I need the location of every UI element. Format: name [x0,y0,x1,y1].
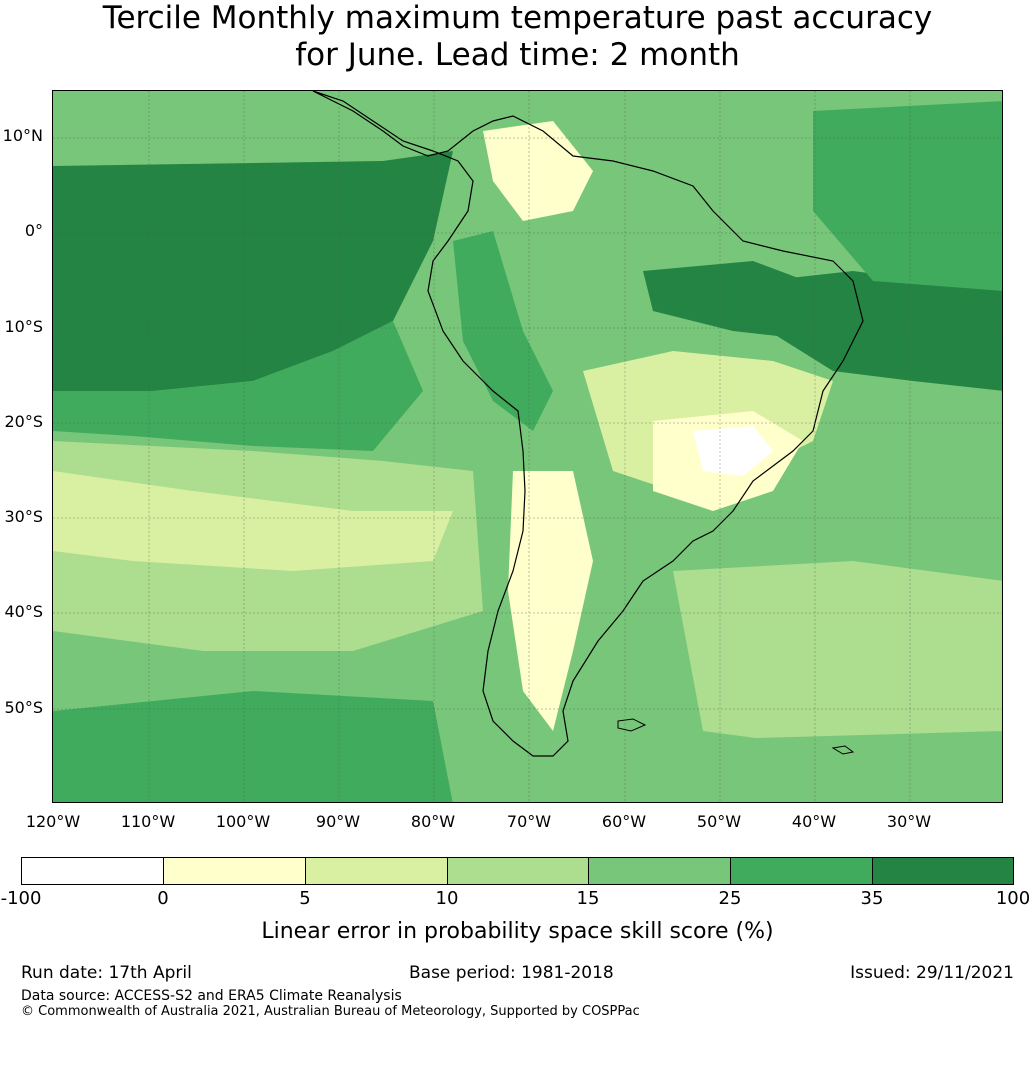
colorbar-segment-5 [589,858,731,884]
colorbar-segment-6 [731,858,873,884]
title-line-2: for June. Lead time: 2 month [295,37,740,73]
base-period: Base period: 1981-2018 [409,963,614,983]
south-georgia-island [831,745,855,755]
colorbar-tick-minus100: -100 [0,888,42,909]
chart-title: Tercile Monthly maximum temperature past… [0,0,1035,74]
colorbar [21,857,1014,885]
lat-label-40s: 40°S [4,602,43,621]
lon-label-30w: 30°W [886,812,932,831]
colorbar-segment-3 [306,858,448,884]
latitude-gridlines [53,137,1002,710]
lon-label-70w: 70°W [506,812,552,831]
far-south-atlantic [614,731,1002,802]
lon-label-110w: 110°W [120,812,176,831]
data-source: Data source: ACCESS-S2 and ERA5 Climate … [21,988,402,1004]
lat-label-20s: 20°S [4,412,43,431]
colorbar-tick-10: 10 [435,888,459,909]
lon-label-40w: 40°W [791,812,837,831]
lon-label-100w: 100°W [215,812,271,831]
colorbar-tick-25: 25 [718,888,742,909]
lat-label-50s: 50°S [4,698,43,717]
lon-label-90w: 90°W [315,812,361,831]
lat-label-10n: 10°N [2,126,43,145]
colorbar-label: Linear error in probability space skill … [261,919,774,944]
issued-date: Issued: 29/11/2021 [850,963,1014,983]
title-line-1: Tercile Monthly maximum temperature past… [102,0,933,36]
lon-label-120w: 120°W [25,812,81,831]
colorbar-tick-5: 5 [299,888,311,909]
map-canvas [53,91,1002,802]
lon-label-50w: 50°W [696,812,742,831]
colorbar-tick-35: 35 [860,888,884,909]
amazon-high-skill-zone [643,261,833,341]
brazil-white-zone [693,426,773,476]
lat-label-0: 0° [24,221,43,240]
venezuela-low-skill-zone [483,121,593,221]
colorbar-segment-1 [22,858,164,884]
copyright: © Commonwealth of Australia 2021, Austra… [21,1004,640,1019]
lon-label-80w: 80°W [410,812,456,831]
lon-label-60w: 60°W [601,812,647,831]
colorbar-segment-4 [448,858,589,884]
andes-band [453,231,553,431]
skill-score-map [52,90,1003,803]
lat-label-30s: 30°S [4,507,43,526]
southern-atlantic-band [673,561,1002,751]
run-date: Run date: 17th April [21,963,192,983]
colorbar-segment-2 [164,858,306,884]
colorbar-tick-0: 0 [157,888,169,909]
pacific-band [53,321,423,451]
falkland-islands [617,718,647,732]
colorbar-tick-15: 15 [576,888,600,909]
pacific-high-skill-zone [53,151,453,391]
atlantic-band [813,101,1002,291]
south-america-coastline [312,91,864,757]
lat-label-10s: 10°S [4,317,43,336]
southern-pacific-light [53,471,453,571]
colorbar-tick-100: 100 [995,888,1031,909]
longitude-gridlines [148,91,911,802]
colorbar-segment-7 [873,858,1013,884]
far-south-band [53,691,453,802]
